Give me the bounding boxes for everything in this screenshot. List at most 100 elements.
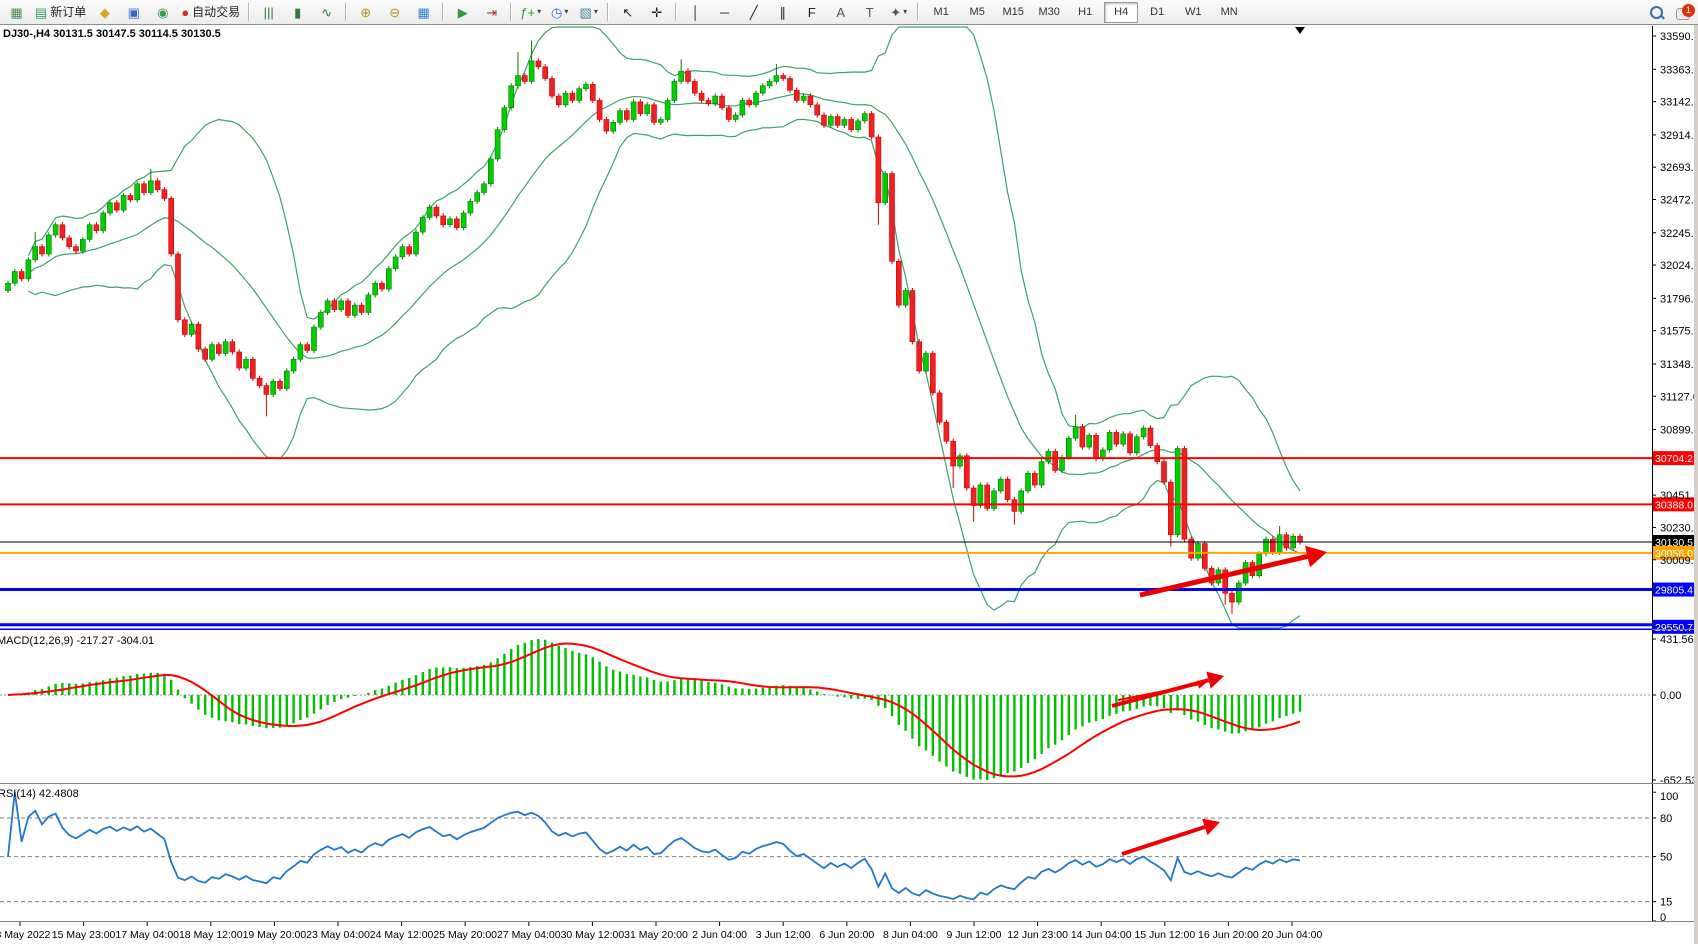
svg-text:30056.0: 30056.0 bbox=[1655, 548, 1693, 560]
symbol-window-button[interactable]: ▦ bbox=[3, 1, 30, 24]
cursor-icon: ↖ bbox=[622, 4, 634, 20]
svg-text:19 May 20:00: 19 May 20:00 bbox=[243, 929, 307, 941]
horizontal-line-icon: ─ bbox=[720, 4, 730, 20]
timeframe-h4[interactable]: H4 bbox=[1104, 1, 1139, 23]
chart-shift-marker[interactable] bbox=[1295, 27, 1305, 34]
toolbar-separator bbox=[442, 3, 445, 21]
zoom-in-button[interactable]: ⊕ bbox=[352, 1, 379, 24]
equidistant-channel-icon: ∥ bbox=[779, 4, 786, 20]
svg-text:31575.5: 31575.5 bbox=[1660, 326, 1698, 338]
rsi-indicator-label: RSI(14) 42.4808 bbox=[0, 788, 79, 800]
candle-chart-button[interactable]: ▮ bbox=[284, 1, 311, 24]
add-indicator-button[interactable]: ƒ+ ▾ bbox=[517, 1, 544, 24]
chart-region[interactable]: 30704.2 30388.0 30130.5 30056.0 29805.4 29550… bbox=[0, 25, 1698, 944]
main-toolbar: ▦ ▤ 新订单 ◆ ▣ ◉ ● 自动交易 ||| ▮ ∿ ⊕ ⊖ ▦ ▶ ⇥ ƒ+ ▾ ◷ ▾ ▧ ▾ ↖ ✛ │ ─ ╱ ∥ F A T ✦… bbox=[0, 0, 1698, 25]
cursor-button[interactable]: ↖ bbox=[614, 1, 641, 24]
svg-text:80: 80 bbox=[1660, 813, 1672, 825]
tile-windows-button[interactable]: ▦ bbox=[410, 1, 437, 24]
svg-text:30704.2: 30704.2 bbox=[1655, 453, 1693, 465]
trend-arrow-price[interactable] bbox=[1139, 545, 1327, 598]
auto-trading-button[interactable]: ● 自动交易 bbox=[178, 1, 243, 24]
trend-line-button[interactable]: ╱ bbox=[740, 1, 767, 24]
timeframe-d1[interactable]: D1 bbox=[1150, 6, 1165, 18]
svg-text:30 May 12:00: 30 May 12:00 bbox=[561, 929, 625, 941]
timeframe-m1[interactable]: M1 bbox=[933, 6, 949, 18]
bar-chart-icon: ||| bbox=[263, 4, 274, 20]
chevron-down-icon: ▾ bbox=[903, 7, 908, 16]
search-icon[interactable] bbox=[1650, 5, 1665, 20]
timeframe-m15[interactable]: M15 bbox=[1002, 6, 1024, 18]
svg-text:31127.0: 31127.0 bbox=[1660, 391, 1698, 403]
timeframe-w1[interactable]: W1 bbox=[1184, 6, 1202, 18]
rsi-line[interactable] bbox=[7, 792, 1301, 901]
svg-text:18 May 12:00: 18 May 12:00 bbox=[179, 929, 243, 941]
signals-button[interactable]: ◉ bbox=[149, 1, 176, 24]
auto-scroll-button[interactable]: ▶ bbox=[449, 1, 476, 24]
notifications-icon[interactable]: 1 bbox=[1676, 3, 1695, 20]
candle-chart-icon: ▮ bbox=[294, 4, 302, 20]
bar-chart-button[interactable]: ||| bbox=[255, 1, 282, 24]
auto-trading-label: 自动交易 bbox=[192, 5, 241, 19]
zoom-out-button[interactable]: ⊖ bbox=[381, 1, 408, 24]
svg-text:0: 0 bbox=[1660, 912, 1666, 924]
svg-text:9 Jun 12:00: 9 Jun 12:00 bbox=[947, 929, 1002, 941]
trend-arrow-macd[interactable] bbox=[1117, 680, 1206, 701]
periods-clock-button[interactable]: ◷ ▾ bbox=[546, 1, 573, 24]
svg-text:2 Jun 04:00: 2 Jun 04:00 bbox=[692, 929, 747, 941]
fibonacci-button[interactable]: F bbox=[798, 1, 825, 24]
bollinger-bands[interactable] bbox=[27, 26, 1301, 629]
auto-trading-icon: ● bbox=[181, 4, 190, 20]
svg-text:50: 50 bbox=[1660, 852, 1672, 864]
symbol-window-icon: ▦ bbox=[10, 4, 23, 20]
svg-text:32472.5: 32472.5 bbox=[1660, 195, 1698, 207]
vertical-line-button[interactable]: │ bbox=[682, 1, 709, 24]
text-button[interactable]: A bbox=[827, 1, 854, 24]
trend-arrow-rsi[interactable] bbox=[1121, 818, 1220, 856]
svg-text:13 May 2022: 13 May 2022 bbox=[0, 929, 51, 941]
equidistant-channel-button[interactable]: ∥ bbox=[769, 1, 796, 24]
svg-text:32245.0: 32245.0 bbox=[1660, 228, 1698, 240]
toolbar-separator bbox=[345, 3, 348, 21]
vertical-line-icon: │ bbox=[691, 4, 700, 20]
svg-text:33142.0: 33142.0 bbox=[1660, 97, 1698, 109]
chart-shift-button[interactable]: ⇥ bbox=[478, 1, 505, 24]
line-chart-icon: ∿ bbox=[321, 4, 333, 20]
toolbar-right: 1 bbox=[1650, 0, 1695, 25]
svg-text:3 Jun 12:00: 3 Jun 12:00 bbox=[756, 929, 811, 941]
toolbar-separator bbox=[248, 3, 251, 21]
market-watch-button[interactable]: ▣ bbox=[120, 1, 147, 24]
svg-text:23 May 04:00: 23 May 04:00 bbox=[306, 929, 370, 941]
svg-text:15 May 23:00: 15 May 23:00 bbox=[52, 929, 116, 941]
timeframe-h1[interactable]: H1 bbox=[1078, 6, 1093, 18]
toolbar-separator bbox=[675, 3, 678, 21]
chart-template-button[interactable]: ▧ ▾ bbox=[575, 1, 602, 24]
chart-shift-icon: ⇥ bbox=[486, 4, 498, 20]
periods-clock-icon: ◷ bbox=[551, 4, 563, 20]
line-chart-button[interactable]: ∿ bbox=[313, 1, 340, 24]
svg-text:12 Jun 23:00: 12 Jun 23:00 bbox=[1007, 929, 1068, 941]
svg-text:32914.5: 32914.5 bbox=[1660, 130, 1698, 142]
macd-signal-line[interactable] bbox=[7, 642, 1301, 778]
candles[interactable] bbox=[5, 40, 1303, 614]
trend-arrow-macd[interactable] bbox=[1111, 671, 1224, 708]
text-label-button[interactable]: T bbox=[856, 1, 883, 24]
crosshair-button[interactable]: ✛ bbox=[643, 1, 670, 24]
tile-windows-icon: ▦ bbox=[417, 4, 430, 20]
toolbar-separator bbox=[917, 3, 920, 21]
zoom-in-icon: ⊕ bbox=[360, 4, 372, 20]
new-order-button[interactable]: ▤ 新订单 bbox=[32, 1, 89, 24]
svg-text:15 Jun 12:00: 15 Jun 12:00 bbox=[1134, 929, 1195, 941]
timeframe-m5[interactable]: M5 bbox=[969, 6, 985, 18]
svg-text:30451.0: 30451.0 bbox=[1660, 490, 1698, 502]
chart-canvas[interactable]: 30704.230388.030130.530056.029805.429550… bbox=[0, 25, 1698, 944]
horizontal-line-button[interactable]: ─ bbox=[711, 1, 738, 24]
toolbar-separator bbox=[510, 3, 513, 21]
arrows-shapes-button[interactable]: ✦ ▾ bbox=[885, 1, 912, 24]
svg-text:30899.5: 30899.5 bbox=[1660, 425, 1698, 437]
trend-line-icon: ╱ bbox=[749, 4, 758, 20]
timeframe-mn[interactable]: MN bbox=[1220, 6, 1238, 18]
timeframe-m30[interactable]: M30 bbox=[1038, 6, 1060, 18]
svg-text:29805.4: 29805.4 bbox=[1655, 585, 1693, 597]
hline-support-blue-2[interactable] bbox=[0, 623, 1652, 631]
broom-button[interactable]: ◆ bbox=[91, 1, 118, 24]
